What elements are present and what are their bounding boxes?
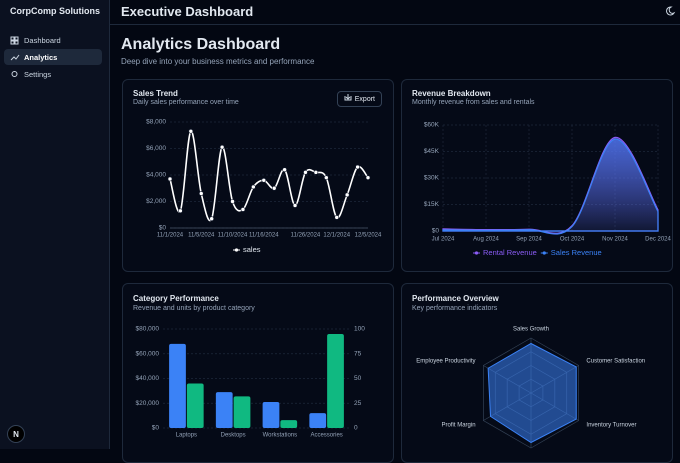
card-subtitle: Key performance indicators	[412, 305, 498, 312]
avatar[interactable]: N	[7, 425, 25, 443]
card-title: Performance Overview	[412, 294, 499, 303]
nav-item[interactable]: Analytics	[4, 49, 102, 65]
card-subtitle: Daily sales performance over time	[133, 99, 239, 106]
header-title: Executive Dashboard	[121, 4, 254, 19]
sidebar: CorpComp Solutions Dashboard Analytics S…	[0, 0, 110, 449]
card: Performance Overview Key performance ind…	[401, 283, 673, 463]
card-subtitle: Revenue and units by product category	[133, 305, 255, 312]
card-subtitle: Monthly revenue from sales and rentals	[412, 99, 535, 106]
page-title: Analytics Dashboard	[121, 36, 281, 53]
nav-item[interactable]: Dashboard	[24, 35, 61, 45]
card-title: Revenue Breakdown	[412, 89, 491, 98]
card: Category Performance Revenue and units b…	[122, 283, 394, 463]
export-button[interactable]: Export	[337, 91, 382, 107]
card-title: Sales Trend	[133, 89, 178, 98]
nav-item[interactable]: Settings	[24, 69, 52, 79]
card-title: Category Performance	[133, 294, 219, 303]
card: Revenue Breakdown Monthly revenue from s…	[401, 79, 673, 272]
header: Executive Dashboard	[110, 0, 680, 25]
page-subtitle: Deep dive into your business metrics and…	[121, 57, 315, 66]
brand: CorpComp Solutions	[10, 6, 100, 16]
card: Sales Trend Daily sales performance over…	[122, 79, 394, 272]
